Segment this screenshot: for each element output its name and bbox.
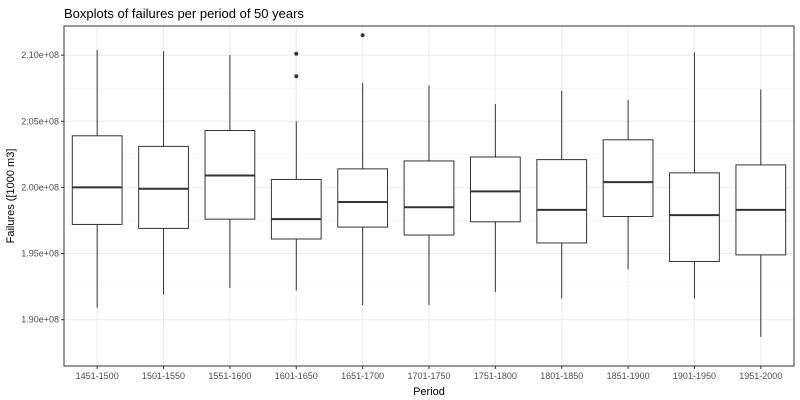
iqr-box (469, 156, 521, 223)
panel-border (63, 25, 795, 367)
outlier-point (360, 33, 365, 38)
x-axis-title: Period (413, 386, 445, 398)
x-tick-label: 1751-1800 (474, 371, 517, 381)
outlier-point (294, 74, 299, 79)
boxplot-1801-1850 (536, 90, 588, 299)
chart-title: Boxplots of failures per period of 50 ye… (64, 6, 304, 21)
outlier-point (294, 51, 299, 56)
boxplot-1501-1550 (138, 51, 189, 295)
x-tick-label: 1951-2000 (739, 371, 782, 381)
x-tick-label: 1851-1900 (607, 371, 650, 381)
x-tick-label: 1451-1500 (76, 371, 119, 381)
iqr-box (337, 168, 389, 228)
boxplot-1951-2000 (735, 89, 787, 337)
marks-layer (71, 33, 787, 337)
y-tick-label: 2.05e+08 (21, 116, 59, 126)
x-tick-label: 1701-1750 (407, 371, 450, 381)
y-axis-title: Failures ([1000 m3] (5, 149, 17, 244)
x-tick-label: 1651-1700 (341, 371, 384, 381)
axis-layer: 1.90e+08 1.95e+08 2.00e+08 2.05e+08 2.10e+08… (21, 25, 795, 381)
iqr-box (71, 135, 123, 225)
y-tick-label: 2.10e+08 (21, 50, 59, 60)
iqr-box (602, 139, 654, 218)
boxplot-1551-1600 (204, 55, 256, 288)
y-tick-label: 1.90e+08 (21, 315, 59, 325)
iqr-box (536, 159, 588, 244)
boxplot-1601-1650 (270, 51, 322, 291)
boxplot-1651-1700 (337, 33, 389, 306)
x-tick-label: 1601-1650 (275, 371, 318, 381)
y-tick-label: 2.00e+08 (21, 182, 59, 192)
x-tick-label: 1801-1850 (540, 371, 583, 381)
x-tick-label: 1551-1600 (208, 371, 251, 381)
iqr-box (270, 178, 322, 240)
x-tick-label: 1501-1550 (142, 371, 185, 381)
boxplot-1851-1900 (602, 100, 654, 270)
iqr-box (669, 172, 720, 262)
boxplot-1451-1500 (71, 49, 123, 308)
boxplot-1901-1950 (669, 52, 720, 299)
iqr-box (138, 145, 189, 229)
boxplot-1751-1800 (469, 104, 521, 292)
y-tick-label: 1.95e+08 (21, 249, 59, 259)
boxplot-1701-1750 (403, 85, 455, 306)
x-tick-label: 1901-1950 (673, 371, 716, 381)
iqr-box (403, 160, 455, 236)
